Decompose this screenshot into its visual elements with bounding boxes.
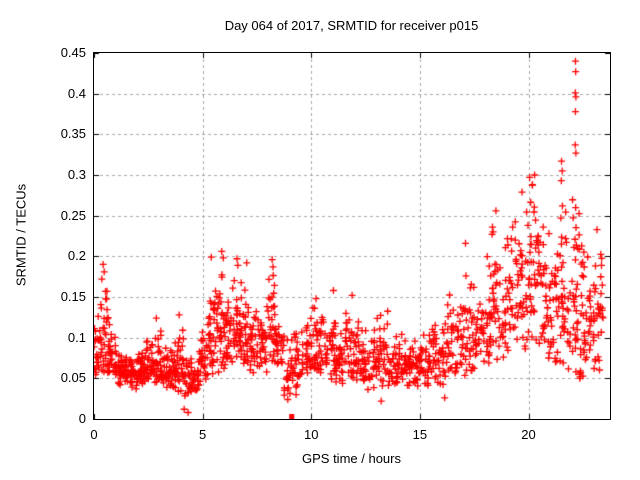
y-tick-label: 0.1: [67, 329, 86, 345]
x-tick-label: 0: [90, 427, 98, 442]
y-tick-label: 0.2: [67, 248, 86, 264]
y-tick-label: 0.45: [60, 45, 86, 60]
y-tick-label: 0.35: [60, 126, 86, 142]
x-tick-label: 15: [412, 427, 428, 442]
y-tick-label: 0.4: [67, 85, 86, 101]
y-axis-label: SRMTID / TECUs: [13, 183, 29, 287]
x-tick-label: 20: [521, 427, 536, 442]
x-tick-label: 10: [304, 427, 319, 442]
plot-area: [93, 52, 611, 420]
y-tick-label: 0.15: [60, 289, 86, 304]
y-tick-label: 0.3: [67, 167, 86, 182]
chart-title: Day 064 of 2017, SRMTID for receiver p01…: [224, 18, 479, 33]
plot-canvas: [94, 53, 610, 419]
x-tick-label: 5: [199, 427, 207, 442]
y-tick-label: 0.25: [60, 207, 86, 223]
x-axis-label: GPS time / hours: [302, 451, 401, 466]
y-tick-label: 0: [78, 411, 86, 426]
y-tick-label: 0.05: [60, 370, 86, 386]
